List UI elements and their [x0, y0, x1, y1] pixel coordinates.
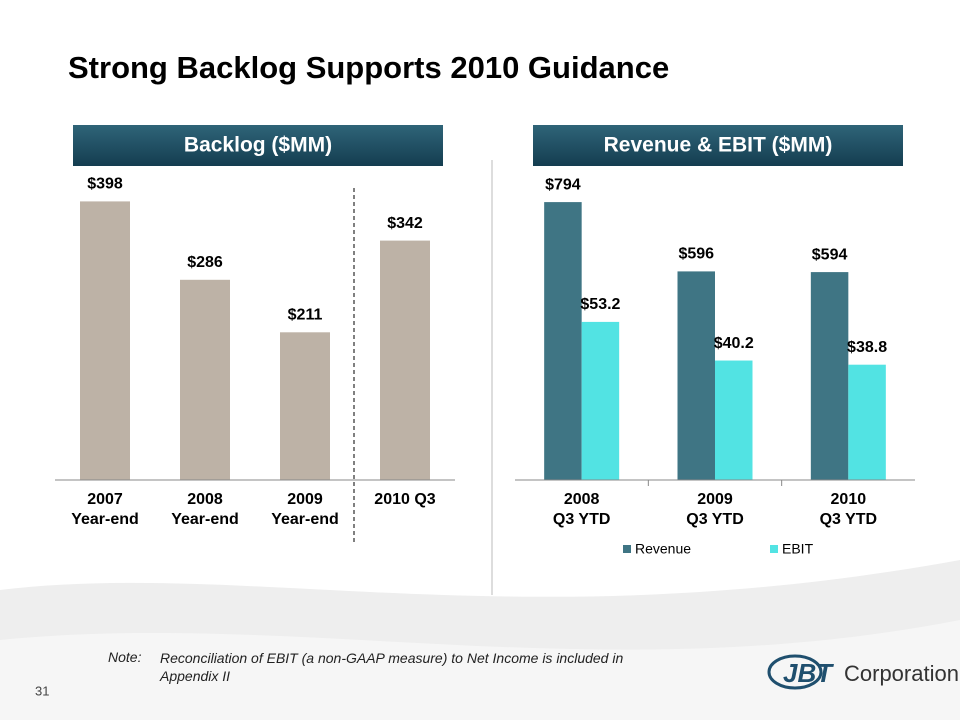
- x-tick-label: 2008 Q3 YTD: [552, 491, 611, 528]
- x-tick-label: 2007 Year-end: [71, 491, 139, 528]
- value-label: $594: [812, 246, 848, 263]
- page-number: 31: [35, 683, 49, 698]
- note: Reconciliation of EBIT (a non-GAAP measu…: [160, 650, 624, 684]
- logo-mark: JBT: [783, 658, 834, 688]
- chart-title: Backlog ($MM): [184, 134, 332, 157]
- bar: [280, 332, 330, 480]
- x-tick-label: 2009 Q3 YTD: [686, 491, 744, 528]
- value-label: $40.2: [714, 335, 754, 352]
- value-label: $794: [545, 176, 581, 193]
- bar: [380, 240, 430, 480]
- logo-ring: [767, 654, 823, 690]
- bar: [677, 271, 715, 480]
- bar: [848, 364, 886, 480]
- x-tick-label: 2010 Q3: [374, 491, 436, 508]
- x-tick-label: 2010 Q3 YTD: [819, 491, 878, 528]
- legend-label: Revenue: [635, 541, 691, 557]
- legend-swatch: [770, 545, 778, 553]
- bar: [715, 360, 753, 480]
- value-label: $596: [678, 246, 714, 263]
- value-label: $342: [387, 215, 423, 232]
- value-label: $286: [187, 254, 223, 271]
- logo-name: Corporation: [844, 661, 959, 686]
- bar: [810, 272, 849, 480]
- bar: [544, 202, 582, 480]
- legend-swatch: [623, 545, 631, 553]
- value-label: $211: [288, 307, 323, 324]
- background-swoosh: [0, 620, 960, 720]
- bar: [180, 279, 230, 480]
- chart-header: [533, 125, 903, 166]
- x-tick-label: 2008 Year-end: [171, 491, 239, 528]
- value-label: $38.8: [847, 339, 887, 356]
- value-label: $53.2: [580, 296, 620, 313]
- slide-title: Strong Backlog Supports 2010 Guidance: [68, 50, 669, 85]
- value-label: $398: [87, 176, 123, 193]
- bar: [581, 321, 620, 480]
- legend-label: EBIT: [782, 541, 814, 557]
- chart-title: Revenue & EBIT ($MM): [604, 134, 833, 157]
- x-tick-label: 2009 Year-end: [271, 491, 339, 528]
- note-label: Note:: [108, 649, 142, 665]
- chart-header: [73, 125, 443, 166]
- bar: [80, 201, 130, 480]
